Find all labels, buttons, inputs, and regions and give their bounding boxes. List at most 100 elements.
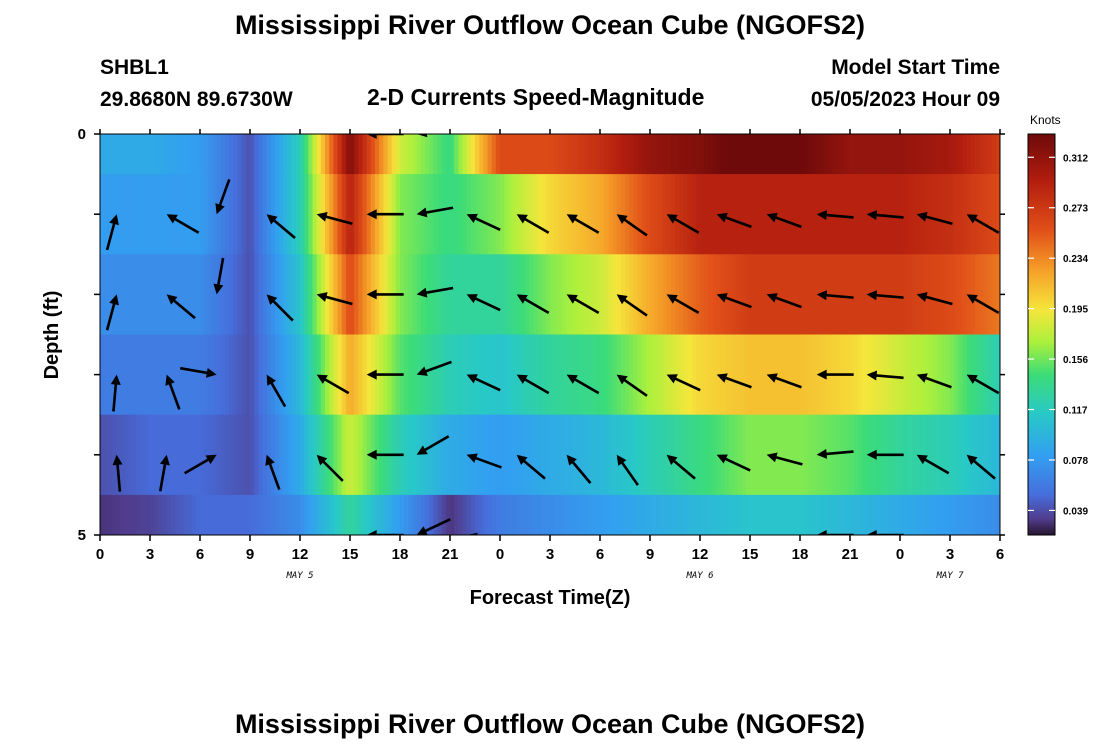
heatmap-cell [645,174,651,255]
heatmap-cell [637,174,643,255]
heatmap-cell [433,174,439,255]
heatmap-cell [779,134,784,175]
heatmap-cell [716,494,722,535]
heatmap-cell [529,414,534,496]
heatmap-cell [212,134,218,175]
heatmap-cell [600,254,605,336]
heatmap-cell [533,414,539,496]
heatmap-cell [250,134,255,175]
heatmap-cell [320,494,326,535]
heatmap-cell [241,494,247,535]
heatmap-cell [575,494,580,535]
heatmap-cell [441,174,447,255]
colorbar-tick-label: 0.078 [1063,456,1088,467]
heatmap-cell [212,174,218,255]
heatmap-cell [641,254,647,336]
heatmap-cell [729,254,734,336]
heatmap-cell [275,494,280,535]
heatmap-cell [987,254,993,336]
heatmap-cell [220,134,226,175]
heatmap-cell [100,414,105,496]
heatmap-cell [279,334,284,416]
heatmap-cell [862,254,868,336]
x-tick-label: 15 [342,546,359,563]
heatmap-cell [791,254,797,336]
heatmap-cell [808,134,814,175]
heatmap-cell [370,134,376,175]
heatmap-cell [104,414,109,496]
heatmap-cell [254,414,259,496]
heatmap-cell [154,134,159,175]
heatmap-cell [579,134,584,175]
heatmap-cell [304,494,309,535]
heatmap-cell [708,414,714,496]
heatmap-cell [762,334,768,416]
heatmap-cell [712,494,718,535]
heatmap-cell [345,414,351,496]
heatmap-cell [904,174,909,255]
heatmap-cell [337,414,343,496]
heatmap-cell [600,334,605,416]
current-arrow [666,374,701,392]
heatmap-cell [150,414,155,496]
heatmap-cell [187,254,193,336]
heatmap-cell [508,334,514,416]
current-arrow [110,374,121,412]
heatmap-cell [170,134,176,175]
heatmap-cell [295,174,301,255]
heatmap-cell [583,134,589,175]
heatmap-cell [895,334,901,416]
heatmap-cell [370,494,376,535]
heatmap-cell [470,494,476,535]
heatmap-cell [775,254,780,336]
heatmap-cell [245,414,251,496]
heatmap-cell [633,414,639,496]
heatmap-cell [208,254,214,336]
heatmap-cell [595,174,601,255]
heatmap-cell [679,334,684,416]
heatmap-cell [683,334,689,416]
heatmap-cell [487,134,493,175]
heatmap-cell [191,134,197,175]
heatmap-cell [595,414,601,496]
heatmap-cell [395,134,401,175]
heatmap-cell [325,254,330,336]
heatmap-cell [195,334,201,416]
heatmap-cell [325,494,330,535]
heatmap-cell [462,134,468,175]
heatmap-cell [300,134,305,175]
heatmap-cell [454,494,459,535]
heatmap-cell [883,494,889,535]
current-vectors [105,134,1000,535]
heatmap-cell [116,174,122,255]
heatmap-cell [833,254,839,336]
heatmap-cell [683,134,689,175]
heatmap-cell [487,494,493,535]
heatmap-cell [404,174,409,255]
heatmap-cell [987,134,993,175]
heatmap-cell [691,174,697,255]
heatmap-cell [962,174,968,255]
heatmap-cell [725,174,730,255]
heatmap-cell [479,174,484,255]
heatmap-cell [279,134,284,175]
heatmap-cell [362,414,368,496]
current-arrow [716,454,751,472]
heatmap-cell [104,174,109,255]
heatmap-cell [512,174,518,255]
heatmap-cell [337,334,343,416]
heatmap-cell [225,334,230,416]
heatmap-cell [762,414,768,496]
heatmap-cell [462,334,468,416]
heatmap-cell [550,134,555,175]
heatmap-cell [108,494,114,535]
heatmap-cell [425,414,430,496]
heatmap-cell [512,254,518,336]
heatmap-cell [141,134,147,175]
heatmap-cell [308,414,314,496]
heatmap-cell [145,174,151,255]
heatmap-cell [445,494,451,535]
y-axis: 05 [78,126,1005,544]
heatmap-cell [579,494,584,535]
current-arrow [316,211,353,226]
